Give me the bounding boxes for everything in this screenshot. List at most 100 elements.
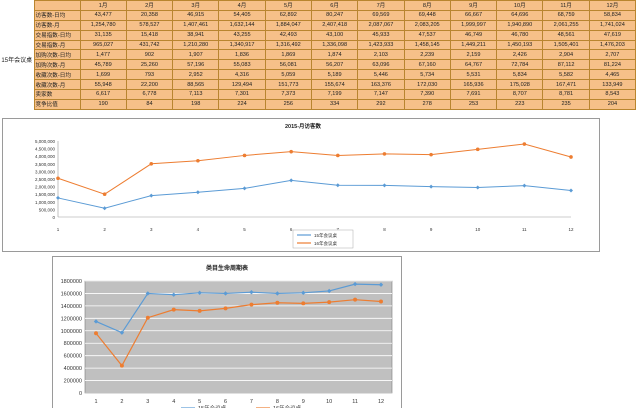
series-line-2 [57,143,572,195]
table-cell: 69,569 [357,9,405,21]
table-cell: 578,527 [125,19,174,31]
data-point [145,315,150,320]
data-point [223,306,228,311]
series-line-2 [95,299,382,367]
x-tick-label: 7 [337,227,340,232]
legend-label: 15年会议桌 [198,404,227,408]
table-cell: 5,734 [403,69,451,81]
data-point [289,178,294,183]
data-point [475,185,480,190]
table-cell: 224 [218,98,266,110]
month-header-7: 7月 [357,0,405,11]
data-point [197,290,202,296]
table-cell: 42,493 [264,29,312,41]
data-point [475,147,480,152]
table-cell: 7,147 [357,89,405,100]
data-point [56,176,60,181]
month-header-8: 8月 [403,0,451,11]
table-cell: 1,254,780 [79,19,127,31]
table-cell: 1,476,203 [588,39,637,51]
table-cell: 48,561 [542,29,590,41]
month-header-2: 2月 [125,0,174,11]
chart-title: 类目生命周期表 [206,264,249,272]
table-cell: 1,340,917 [218,39,266,51]
table-cell: 167,471 [542,79,590,91]
category-lifecycle-chart-svg: 类目生命周期表 0 200000 400000 600000 800000 1000000 1… [61,264,393,412]
table-cell: 204 [588,98,637,110]
table-cell: 1,450,193 [496,39,544,51]
table-cell: 5,059 [264,69,312,81]
y-tick-label: 1,000,000 [35,200,56,205]
table-row: 收藏次数-日均 1,699 793 2,952 4,316 5,059 5,189 5,446… [0,69,637,81]
month-header-11: 11月 [542,0,590,11]
x-tick-label: 10 [475,227,481,232]
table-cell: 45,933 [357,29,405,41]
table-cell: 7,113 [172,89,220,100]
table-cell: 64,767 [449,59,498,71]
table-row: 收藏次数-月 55,948 22,200 88,565 129,494 151,773 15… [0,79,637,91]
table-row: 卖家数 6,617 6,778 7,113 7,301 7,373 7,199 7,147 7,… [0,89,637,100]
table-cell: 4,465 [588,69,637,81]
data-point [352,281,358,287]
table-cell: 5,582 [542,69,590,81]
data-point [429,184,434,189]
table-cell: 1,869 [264,49,312,61]
table-cell: 66,667 [449,9,498,21]
table-cell: 223 [496,98,544,110]
table-cell: 7,390 [403,89,451,100]
x-tick-label: 2 [103,227,106,232]
table-cell: 5,834 [496,69,544,81]
table-cell: 81,224 [588,59,637,71]
y-tick-label: 3,000,000 [35,169,56,174]
table-cell: 8,707 [496,89,544,100]
data-point [301,301,306,306]
month-header-5: 5月 [264,0,312,11]
table-cell: 55,083 [218,59,266,71]
monthly-visitors-chart-svg: 2015-月访客数 0 500,000 1,000,000 1,500,000 2,000… [35,122,574,249]
table-cell: 8,781 [542,89,590,100]
table-cell: 1,874 [310,49,359,61]
table-cell: 80,247 [310,9,359,21]
table-cell: 172,030 [403,79,451,91]
row-label: 加购次数-月 [33,59,81,71]
x-tick-label: 9 [430,227,433,232]
table-row: 交易指数-日均 31,135 15,418 38,941 43,255 42,493 43,… [0,29,637,41]
table-cell: 235 [542,98,590,110]
y-tick-label: 1800000 [61,279,82,285]
table-cell: 2,707 [588,49,637,61]
table-cell: 292 [357,98,405,110]
table-cell: 88,565 [172,79,220,91]
series-line-1 [95,283,382,334]
table-cell: 2,904 [542,49,590,61]
row-label: 收藏次数-月 [33,79,81,91]
x-tick-label: 8 [276,399,279,405]
x-tick-label: 1 [94,399,97,405]
group-label: 15年会议桌 [0,10,34,110]
data-point [119,363,124,368]
y-tick-label: 1200000 [61,316,82,322]
table-row: 15年会议桌 访客数-日均 43,477 20,358 46,915 54,405 62,8… [0,9,637,110]
table-cell: 253 [449,98,498,110]
table-cell: 46,749 [449,29,498,41]
table-cell: 43,477 [79,9,127,21]
table-cell: 56,207 [310,59,359,71]
table-cell: 45,789 [79,59,127,71]
x-tick-label: 3 [146,399,149,405]
table-cell: 175,028 [496,79,544,91]
data-point [102,192,107,196]
y-tick-label: 4,500,000 [35,147,56,152]
table-cell: 47,619 [588,29,637,41]
month-header-3: 3月 [172,0,220,11]
row-label: 交易指数-月 [33,39,81,51]
table-cell: 1,741,024 [588,19,637,31]
table-cell: 67,160 [403,59,451,71]
data-point [196,158,200,163]
table-cell: 20,358 [125,9,174,21]
y-tick-label: 3,500,000 [35,162,56,167]
y-tick-label: 5,000,000 [35,139,56,144]
table-cell: 72,784 [496,59,544,71]
table-row: 交易指数-月 965,027 431,742 1,210,280 1,340,917 1,… [0,39,637,51]
data-point [93,319,99,324]
data-point [171,292,176,297]
data-point [171,307,176,312]
